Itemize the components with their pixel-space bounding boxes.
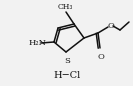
Text: CH₃: CH₃: [57, 3, 73, 11]
Text: H₂N: H₂N: [29, 39, 47, 47]
Text: H−Cl: H−Cl: [53, 71, 81, 80]
Text: O: O: [98, 53, 104, 61]
Text: S: S: [64, 57, 70, 65]
Text: O: O: [108, 22, 114, 30]
